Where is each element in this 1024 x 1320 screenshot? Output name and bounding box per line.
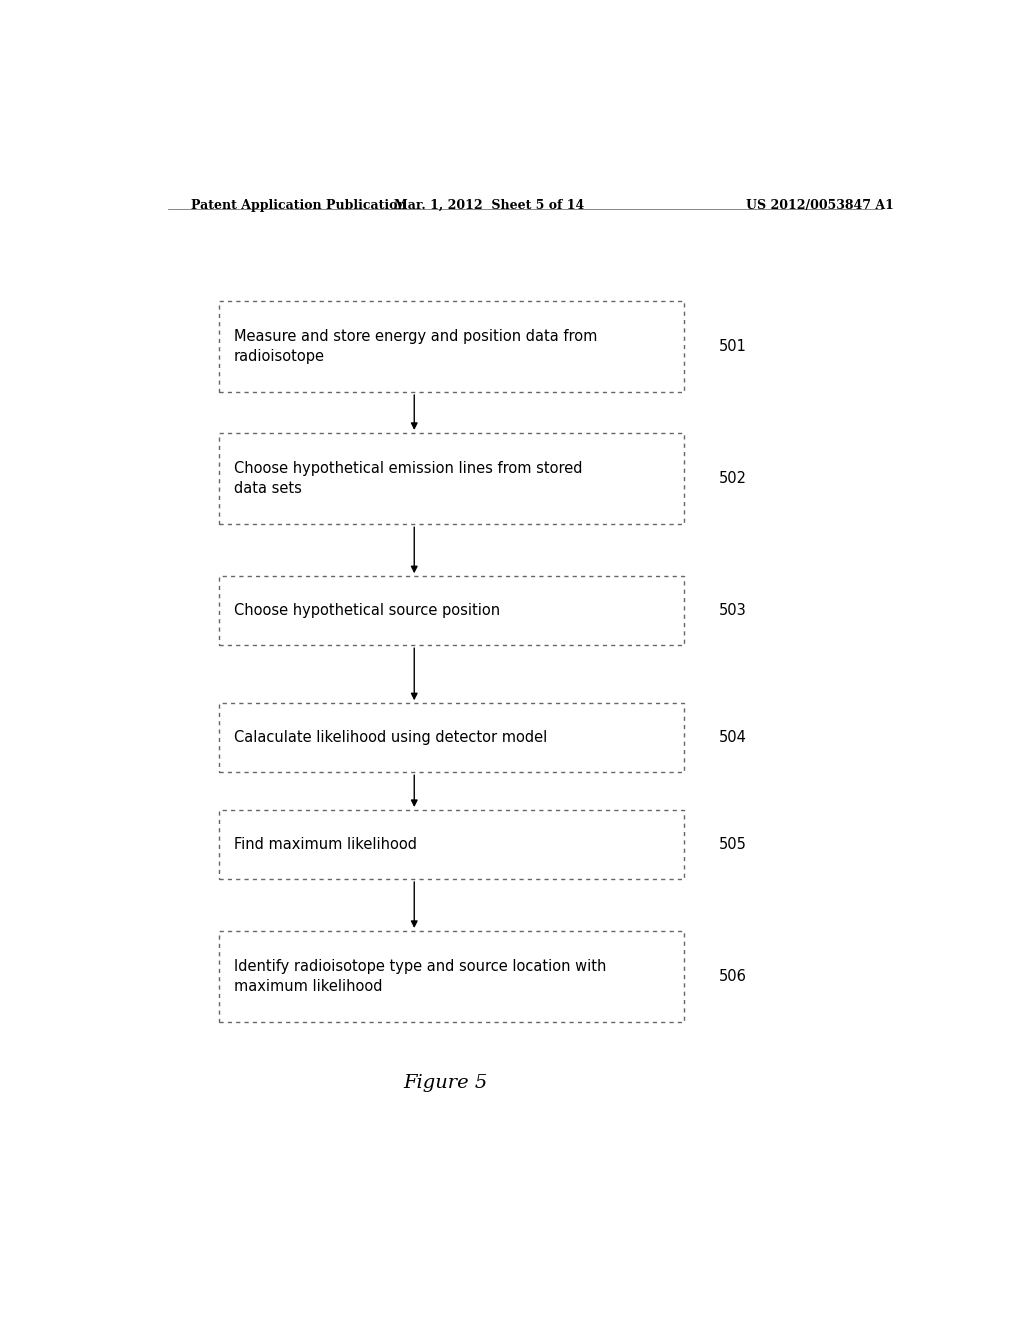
- Text: 501: 501: [719, 339, 748, 354]
- Text: Patent Application Publication: Patent Application Publication: [191, 199, 407, 213]
- Text: 502: 502: [719, 471, 748, 486]
- FancyBboxPatch shape: [219, 704, 684, 772]
- Text: 504: 504: [719, 730, 748, 746]
- Text: Identify radioisotope type and source location with
maximum likelihood: Identify radioisotope type and source lo…: [233, 960, 606, 994]
- Text: Mar. 1, 2012  Sheet 5 of 14: Mar. 1, 2012 Sheet 5 of 14: [394, 199, 585, 213]
- Text: Calaculate likelihood using detector model: Calaculate likelihood using detector mod…: [233, 730, 547, 746]
- Text: 505: 505: [719, 837, 748, 851]
- FancyBboxPatch shape: [219, 810, 684, 879]
- Text: 503: 503: [719, 603, 746, 618]
- Text: Measure and store energy and position data from
radioisotope: Measure and store energy and position da…: [233, 329, 597, 364]
- Text: Figure 5: Figure 5: [403, 1074, 487, 1093]
- FancyBboxPatch shape: [219, 433, 684, 524]
- FancyBboxPatch shape: [219, 301, 684, 392]
- Text: Choose hypothetical emission lines from stored
data sets: Choose hypothetical emission lines from …: [233, 461, 582, 496]
- Text: 506: 506: [719, 969, 748, 985]
- FancyBboxPatch shape: [219, 931, 684, 1022]
- Text: Choose hypothetical source position: Choose hypothetical source position: [233, 603, 500, 618]
- Text: Find maximum likelihood: Find maximum likelihood: [233, 837, 417, 851]
- FancyBboxPatch shape: [219, 576, 684, 645]
- Text: US 2012/0053847 A1: US 2012/0053847 A1: [745, 199, 894, 213]
